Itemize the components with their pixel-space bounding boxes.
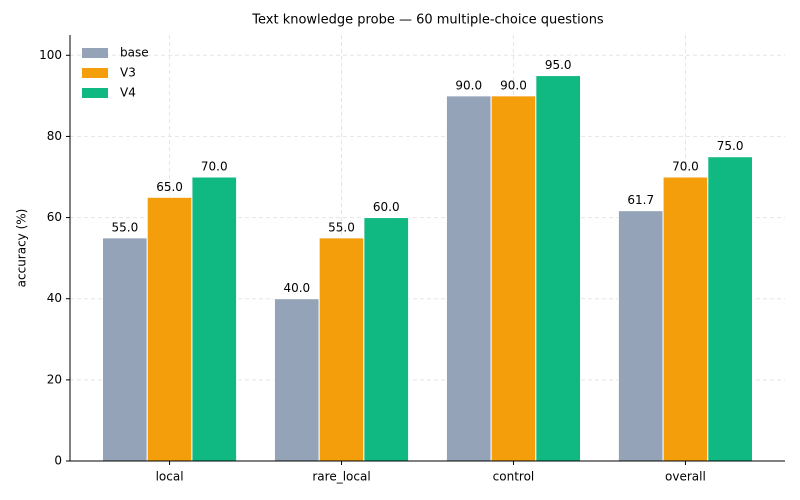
bar [146,196,193,462]
bar [707,156,754,462]
x-tick-label: local [156,470,184,484]
chart-title: Text knowledge probe — 60 multiple-choic… [251,13,604,28]
value-label: 95.0 [545,58,572,72]
value-label: 65.0 [156,180,183,194]
y-tick-label: 40 [47,291,62,305]
y-tick-label: 100 [39,48,62,62]
y-axis-label: accuracy (%) [15,209,29,288]
value-label: 60.0 [373,200,400,214]
value-label: 55.0 [111,220,138,234]
bar [363,217,410,462]
legend-label: V4 [120,86,136,100]
legend-swatch [82,68,108,78]
legend-swatch [82,48,108,58]
bar [535,75,582,462]
value-label: 40.0 [283,281,310,295]
bar [273,298,320,462]
bar [102,237,148,462]
bar [662,176,709,462]
bar [445,95,492,462]
bar [490,95,537,462]
legend-swatch [82,88,108,98]
y-tick-label: 80 [47,129,62,143]
y-tick-label: 0 [54,454,62,468]
y-tick-label: 20 [47,372,62,386]
legend-label: base [120,46,149,60]
bar [617,210,664,462]
value-label: 55.0 [328,220,355,234]
value-label: 70.0 [672,160,699,174]
x-tick-label: overall [665,470,706,484]
value-label: 90.0 [455,78,482,92]
y-tick-label: 60 [47,210,62,224]
x-tick-label: rare_local [312,470,370,484]
value-label: 70.0 [201,160,228,174]
bar [318,237,365,462]
value-label: 75.0 [717,139,744,153]
value-label: 90.0 [500,78,527,92]
legend-label: V3 [120,66,136,80]
x-tick-label: control [493,470,535,484]
value-label: 61.7 [627,193,654,207]
bar [191,176,238,462]
